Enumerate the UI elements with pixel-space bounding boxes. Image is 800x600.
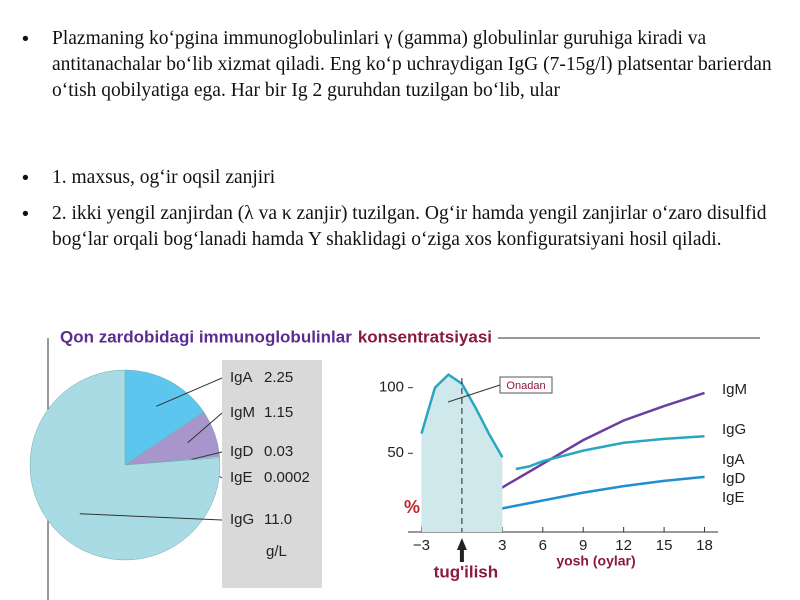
x-tick-label: 9 — [579, 537, 587, 554]
pie-label: IgE — [230, 469, 253, 486]
x-tick-label: 12 — [615, 537, 632, 554]
series-label: IgE — [722, 489, 745, 506]
figure-title: konsentratsiyasi — [358, 327, 492, 346]
leader-line — [79, 513, 223, 521]
pie-label: IgM — [230, 404, 255, 421]
line-series — [515, 434, 705, 471]
bullet: Plazmaning koʻpgina immunoglobulinlari γ… — [22, 26, 774, 104]
series-label: IgM — [722, 381, 747, 398]
bullet: 1. maxsus, ogʻir oqsil zanjiri — [22, 165, 774, 191]
series-label: IgG — [722, 421, 746, 438]
bullet: 2. ikki yengil zanjirdan (λ va κ zanjir)… — [22, 201, 774, 253]
arrow — [456, 538, 467, 562]
x-axis-label: yosh (oylar) — [556, 553, 635, 569]
x-tick-label: 3 — [498, 537, 506, 554]
pie-label: IgA — [230, 369, 253, 386]
leader-line — [447, 384, 501, 403]
x-tick-label: −3 — [413, 537, 430, 554]
series-label: Onadan — [506, 380, 545, 392]
y-tick-label: 100 — [379, 379, 404, 396]
pie-value: 2.25 — [264, 369, 293, 386]
x-tick-label: 15 — [656, 537, 673, 554]
x-tick-label: 6 — [539, 537, 547, 554]
pie-slice — [124, 369, 205, 466]
pie-label: IgG — [230, 511, 254, 528]
legend-panel — [222, 360, 322, 588]
y-tick-label: 50 — [387, 444, 404, 461]
annotation: tug'ilish — [434, 562, 498, 581]
series-label: IgD — [722, 470, 746, 487]
pie-value: 0.0002 — [264, 469, 310, 486]
leader-line — [156, 377, 223, 407]
y-axis-label: % — [404, 497, 420, 517]
leader-line — [187, 412, 223, 444]
unit: g/L — [266, 543, 287, 560]
figure-title: Qon zardobidagi immunoglobulinlar — [60, 327, 352, 346]
leader-line — [191, 451, 223, 460]
pie-label: IgD — [230, 443, 254, 460]
pie-value: 0.03 — [264, 443, 293, 460]
pie-value: 1.15 — [264, 404, 293, 421]
pie-value: 11.0 — [264, 511, 292, 528]
x-tick-label: 18 — [696, 537, 713, 554]
series-label: IgA — [722, 451, 745, 468]
